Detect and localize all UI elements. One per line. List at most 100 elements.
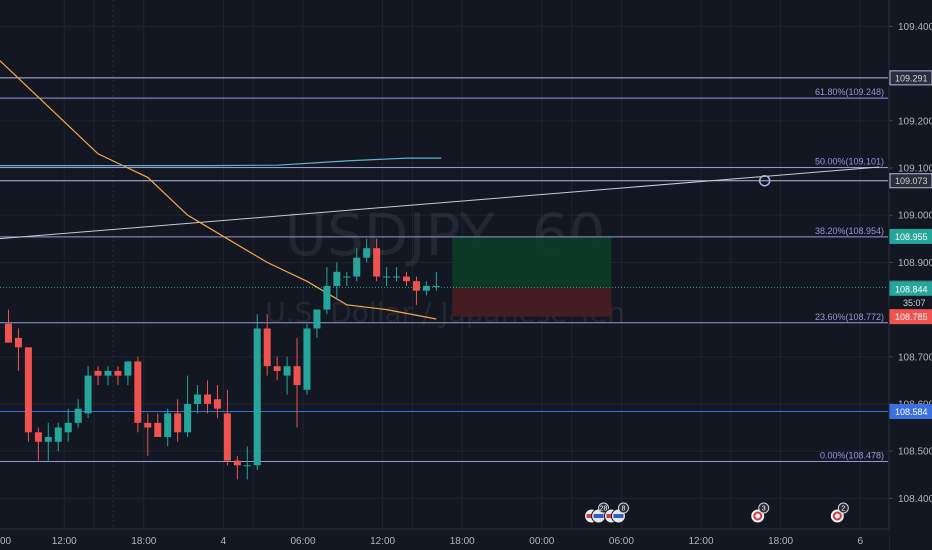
- candle-body[interactable]: [94, 370, 102, 376]
- horizontal-levels[interactable]: [0, 77, 888, 412]
- candle[interactable]: [343, 271, 351, 286]
- candle[interactable]: [194, 385, 202, 414]
- candle-body[interactable]: [213, 399, 221, 409]
- candle-body[interactable]: [74, 408, 82, 423]
- candle[interactable]: [223, 389, 231, 466]
- level-price-badge[interactable]: [889, 173, 932, 189]
- candle[interactable]: [124, 361, 132, 386]
- trend-line-segment[interactable]: [0, 166, 880, 240]
- time-axis[interactable]: 00 12:00 18:00 4 06:00 12:00 18:00 00:00 06:00 12…: [0, 528, 889, 550]
- level-price-badge[interactable]: [889, 403, 932, 419]
- trend-line[interactable]: [0, 166, 880, 240]
- candle-body[interactable]: [353, 257, 361, 277]
- candle[interactable]: [373, 238, 381, 282]
- candle[interactable]: [412, 276, 420, 305]
- candle-body[interactable]: [422, 285, 430, 291]
- candle-body[interactable]: [323, 285, 331, 310]
- candle[interactable]: [333, 262, 341, 301]
- price-axis[interactable]: 109.400 109.200 109.100 109.000 108.900 108.7…: [888, 0, 932, 550]
- candle[interactable]: [393, 267, 401, 282]
- profit-zone[interactable]: [452, 236, 612, 288]
- candle[interactable]: [14, 328, 22, 371]
- candle-body[interactable]: [273, 366, 281, 371]
- level-price-badge[interactable]: [889, 70, 932, 86]
- candle[interactable]: [363, 238, 371, 263]
- price-badge[interactable]: [889, 228, 932, 244]
- candle-body[interactable]: [84, 375, 92, 414]
- candle[interactable]: [303, 323, 311, 395]
- candle[interactable]: [154, 413, 162, 437]
- candle[interactable]: [313, 309, 321, 338]
- candle-body[interactable]: [5, 323, 12, 343]
- candle-body[interactable]: [64, 422, 72, 433]
- candle-body[interactable]: [393, 276, 401, 278]
- candle-body[interactable]: [383, 276, 391, 278]
- trend-line-handle[interactable]: [758, 174, 771, 187]
- candle-body[interactable]: [283, 366, 291, 376]
- candles[interactable]: [5, 238, 440, 480]
- candle-body[interactable]: [432, 285, 440, 287]
- candle[interactable]: [253, 314, 261, 471]
- candle-body[interactable]: [293, 366, 301, 386]
- candle[interactable]: [283, 356, 291, 395]
- fib-retracement[interactable]: 61.80%(109.248) 50.00%(109.101) 38.20%(108…: [0, 87, 888, 463]
- candle-body[interactable]: [144, 422, 152, 428]
- candle[interactable]: [64, 408, 72, 442]
- candle-body[interactable]: [263, 328, 271, 367]
- candle[interactable]: [432, 271, 440, 291]
- candle[interactable]: [243, 446, 251, 480]
- candle[interactable]: [323, 267, 331, 315]
- event-alert-icon[interactable]: 2: [829, 502, 849, 524]
- economic-events[interactable]: 28 8 3 2: [584, 502, 849, 524]
- candle-body[interactable]: [204, 394, 211, 404]
- event-alert-icon[interactable]: 3: [750, 502, 770, 524]
- candle-body[interactable]: [243, 465, 251, 467]
- candle[interactable]: [24, 347, 32, 442]
- candle-body[interactable]: [134, 361, 142, 423]
- candle-body[interactable]: [233, 460, 241, 466]
- candle[interactable]: [104, 366, 112, 386]
- candle[interactable]: [233, 455, 241, 480]
- candle-body[interactable]: [44, 436, 52, 442]
- candle-body[interactable]: [24, 347, 32, 433]
- candle[interactable]: [383, 267, 391, 286]
- candle[interactable]: [84, 366, 92, 419]
- candle[interactable]: [204, 380, 211, 414]
- candle-body[interactable]: [54, 427, 62, 442]
- candle-body[interactable]: [333, 271, 341, 286]
- candle-body[interactable]: [34, 432, 42, 442]
- candle-body[interactable]: [124, 361, 132, 376]
- candle-body[interactable]: [403, 276, 410, 282]
- candle[interactable]: [403, 271, 410, 286]
- candle[interactable]: [422, 281, 430, 296]
- candle[interactable]: [44, 422, 52, 461]
- candle-body[interactable]: [104, 370, 112, 376]
- candle[interactable]: [184, 375, 192, 437]
- candle-body[interactable]: [343, 276, 351, 278]
- candle-body[interactable]: [373, 248, 381, 277]
- candle[interactable]: [174, 399, 182, 442]
- candle[interactable]: [353, 248, 361, 282]
- candle[interactable]: [144, 413, 152, 456]
- price-badge[interactable]: [889, 309, 932, 325]
- candle-body[interactable]: [223, 413, 231, 461]
- event-flags-icon[interactable]: 8: [603, 502, 629, 524]
- candle[interactable]: [74, 399, 82, 428]
- event-flags-icon[interactable]: 28: [584, 502, 610, 524]
- candle[interactable]: [34, 427, 42, 461]
- candle-body[interactable]: [253, 328, 261, 466]
- candle[interactable]: [94, 366, 102, 386]
- candle[interactable]: [114, 366, 122, 386]
- candle-body[interactable]: [412, 281, 420, 291]
- candle-body[interactable]: [154, 422, 162, 437]
- candle[interactable]: [293, 337, 301, 428]
- candle-body[interactable]: [194, 394, 202, 404]
- position-tool[interactable]: [452, 236, 612, 317]
- candle-body[interactable]: [313, 309, 321, 329]
- candle[interactable]: [273, 356, 281, 381]
- candle[interactable]: [54, 422, 62, 452]
- candle-body[interactable]: [14, 337, 22, 348]
- candle[interactable]: [164, 408, 172, 447]
- candle-body[interactable]: [164, 413, 172, 437]
